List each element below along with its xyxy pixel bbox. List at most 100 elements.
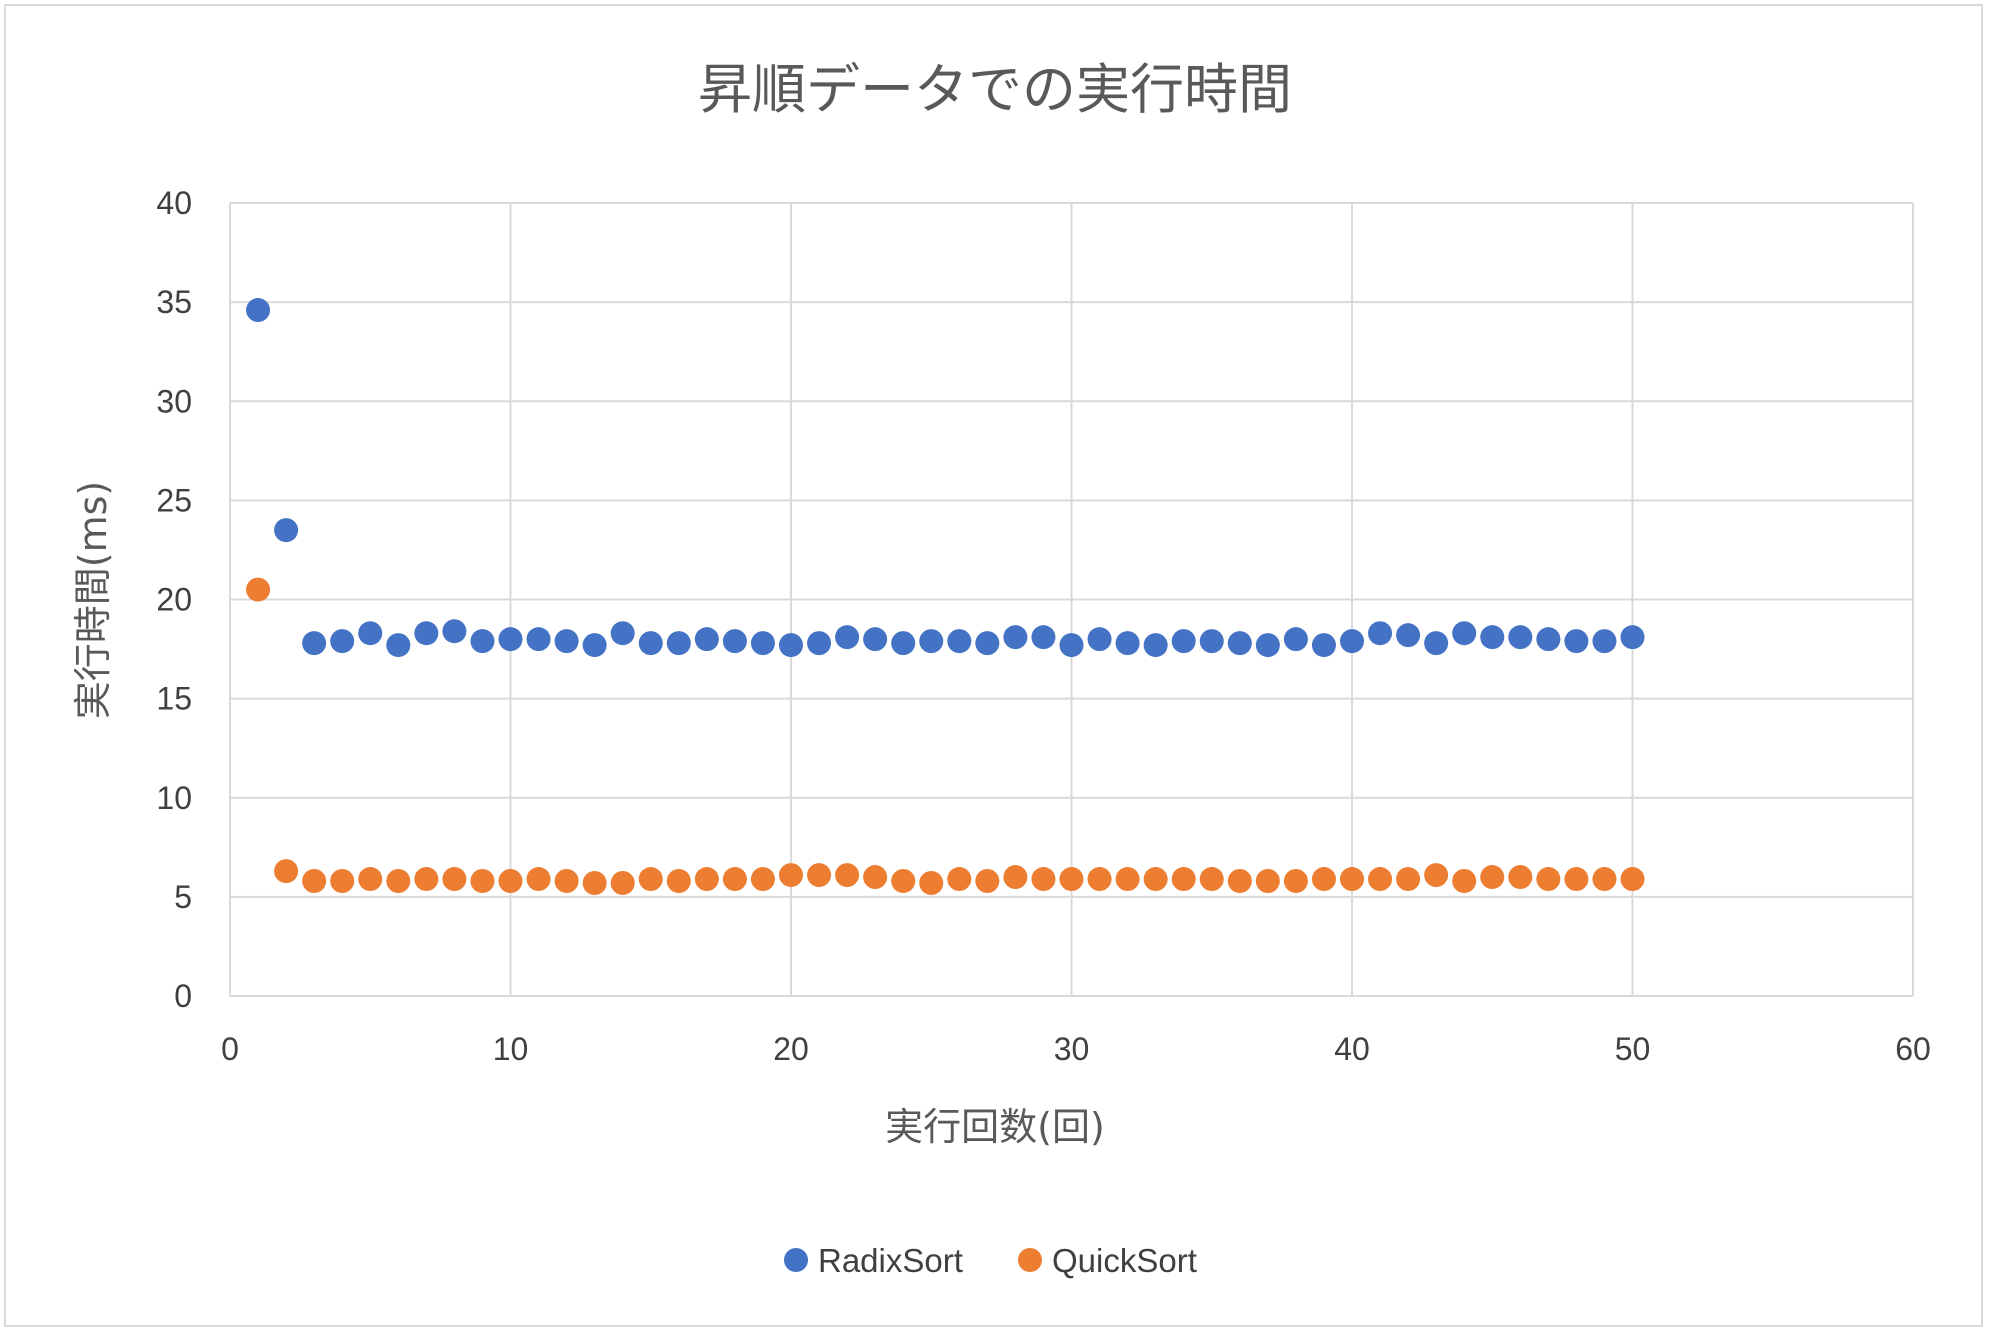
x-tick-label: 50: [1615, 1031, 1651, 1067]
quicksort-point: [919, 870, 944, 895]
radixsort-point: [610, 621, 635, 646]
quicksort-point: [302, 869, 327, 894]
radixsort-point: [722, 629, 747, 654]
legend-marker-radixsort: [784, 1248, 808, 1272]
radixsort-point: [1396, 623, 1421, 648]
radixsort-point: [1227, 631, 1252, 656]
quicksort-point: [1564, 867, 1589, 892]
legend-label-radixsort: RadixSort: [818, 1242, 963, 1279]
quicksort-point: [1452, 869, 1477, 894]
quicksort-point: [358, 867, 383, 892]
radixsort-point: [1087, 627, 1112, 652]
quicksort-point: [246, 577, 271, 602]
radixsort-point: [414, 621, 439, 646]
radixsort-point: [1171, 629, 1196, 654]
y-tick-label: 10: [156, 780, 192, 816]
radixsort-point: [1199, 629, 1224, 654]
quicksort-point: [1396, 867, 1421, 892]
quicksort-point: [1508, 865, 1533, 890]
quicksort-point: [1480, 865, 1505, 890]
quicksort-point: [947, 867, 972, 892]
quicksort-point: [750, 867, 775, 892]
legend-marker-quicksort: [1018, 1248, 1042, 1272]
radixsort-point: [750, 631, 775, 656]
quicksort-point: [891, 869, 916, 894]
legend: RadixSort QuickSort: [784, 1242, 1197, 1279]
legend-label-quicksort: QuickSort: [1052, 1242, 1197, 1279]
radixsort-point: [582, 633, 607, 658]
quicksort-point: [470, 869, 495, 894]
y-axis-ticks: 0 5 10 15 20 25 30 35 40: [156, 185, 192, 1014]
radixsort-point: [442, 619, 467, 644]
radixsort-point: [358, 621, 383, 646]
quicksort-point: [1087, 867, 1112, 892]
quicksort-point: [1340, 867, 1364, 892]
quicksort-point: [526, 867, 551, 892]
quicksort-point: [1311, 867, 1336, 892]
radixsort-point: [470, 629, 495, 654]
quicksort-point: [498, 869, 523, 894]
radixsort-point: [835, 625, 860, 650]
y-tick-label: 40: [156, 185, 192, 221]
radixsort-point: [498, 627, 523, 652]
quicksort-point: [582, 870, 607, 895]
x-tick-label: 0: [221, 1031, 239, 1067]
radixsort-point: [1115, 631, 1140, 656]
quicksort-point: [694, 867, 719, 892]
quicksort-point: [638, 867, 663, 892]
radixsort-point: [554, 629, 579, 654]
radixsort-point: [1283, 627, 1308, 652]
quicksort-point: [386, 869, 411, 894]
radixsort-point: [1143, 633, 1168, 658]
y-tick-label: 30: [156, 383, 192, 419]
radixsort-point: [1452, 621, 1477, 646]
x-tick-label: 60: [1895, 1031, 1931, 1067]
quicksort-point: [1536, 867, 1561, 892]
x-tick-label: 20: [773, 1031, 809, 1067]
radixsort-point: [863, 627, 888, 652]
x-tick-label: 10: [493, 1031, 529, 1067]
radixsort-point: [330, 629, 355, 654]
y-tick-label: 0: [174, 978, 192, 1014]
radixsort-point: [1536, 627, 1561, 652]
quicksort-point: [835, 863, 860, 888]
radixsort-point: [1424, 631, 1449, 656]
radixsort-point: [638, 631, 663, 656]
x-tick-label: 30: [1054, 1031, 1090, 1067]
quicksort-point: [1255, 869, 1280, 894]
y-tick-label: 35: [156, 284, 192, 320]
quicksort-point: [1143, 867, 1168, 892]
quicksort-point: [1115, 867, 1140, 892]
radixsort-point: [1564, 629, 1589, 654]
chart-title: 昇順データでの実行時間: [698, 58, 1292, 121]
radixsort-point: [1368, 621, 1393, 646]
quicksort-point: [1059, 867, 1084, 892]
y-tick-label: 15: [156, 681, 192, 717]
quicksort-point: [975, 869, 1000, 894]
radixsort-point: [779, 633, 803, 658]
radixsort-point: [1592, 629, 1617, 654]
radixsort-point: [666, 631, 691, 656]
quicksort-point: [1227, 869, 1252, 894]
quicksort-point: [666, 869, 691, 894]
radixsort-point: [694, 627, 719, 652]
radixsort-point: [274, 518, 299, 543]
radixsort-point: [246, 298, 271, 323]
quicksort-point: [1003, 865, 1028, 890]
quicksort-point: [1283, 869, 1308, 894]
quicksort-point: [330, 869, 355, 894]
quicksort-point: [1592, 867, 1617, 892]
y-axis-title: 実行時間(ms): [71, 481, 115, 719]
gridlines: [229, 202, 1914, 997]
quicksort-point: [1620, 867, 1645, 892]
quicksort-point: [1171, 867, 1196, 892]
quicksort-point: [722, 867, 747, 892]
y-tick-label: 20: [156, 582, 192, 618]
radixsort-point: [1031, 625, 1056, 650]
quicksort-point: [274, 859, 299, 884]
radixsort-point: [807, 631, 832, 656]
radixsort-point: [302, 631, 327, 656]
radixsort-point: [1059, 633, 1084, 658]
radixsort-point: [1003, 625, 1028, 650]
